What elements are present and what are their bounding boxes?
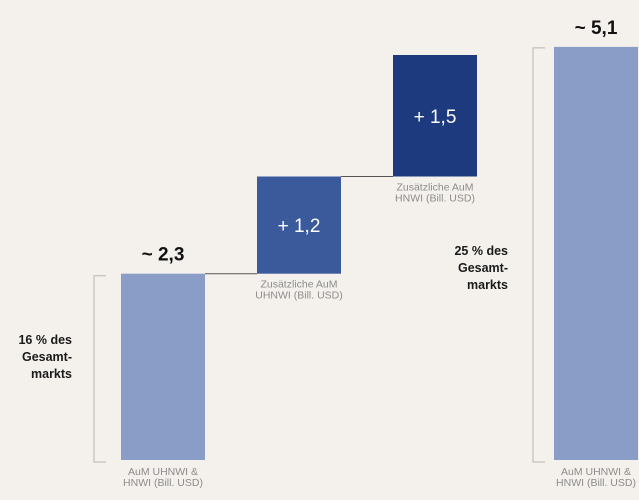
bar-value-label: ~ 5,1	[575, 18, 618, 39]
bar-2	[257, 176, 341, 274]
bar-caption: UHNWI (Bill. USD)	[255, 290, 343, 302]
bar-4	[554, 46, 638, 461]
share-annotation: Gesamt-	[22, 350, 72, 364]
bar-caption: AuM UHNWI &	[128, 466, 198, 478]
bracket-right	[532, 47, 545, 463]
bar-caption: Zusätzliche AuM	[260, 279, 337, 291]
bar-value-label: + 1,2	[278, 216, 321, 237]
share-annotation: markts	[467, 278, 508, 292]
share-annotation: 25 % des	[454, 244, 508, 258]
bar-3	[393, 55, 477, 177]
bar-caption: HNWI (Bill. USD)	[395, 193, 475, 205]
share-annotation: 16 % des	[18, 333, 72, 347]
share-annotation: Gesamt-	[458, 261, 508, 275]
bar-1	[121, 273, 205, 460]
bar-value-label: ~ 2,3	[142, 245, 185, 266]
bracket-left	[93, 275, 106, 463]
bar-caption: HNWI (Bill. USD)	[556, 477, 636, 489]
bar-caption: HNWI (Bill. USD)	[123, 477, 203, 489]
bar-value-label: + 1,5	[414, 107, 457, 128]
bar-caption: Zusätzliche AuM	[396, 182, 473, 194]
bar-caption: AuM UHNWI &	[561, 466, 631, 478]
share-annotation: markts	[31, 367, 72, 381]
